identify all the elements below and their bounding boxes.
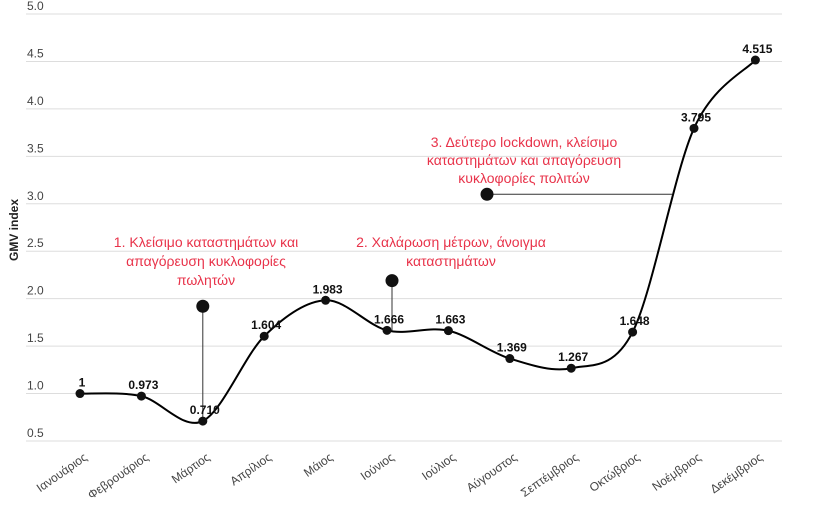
x-tick-label: Φεβρουάριος <box>85 450 151 502</box>
x-tick-label: Δεκέμβριος <box>708 450 766 496</box>
data-label: 1.369 <box>497 341 527 355</box>
data-point <box>505 354 515 364</box>
y-tick-label: 4.5 <box>27 46 44 60</box>
grid-lines <box>26 13 782 442</box>
data-point <box>689 123 699 133</box>
x-tick-label: Ιούνιος <box>358 450 397 483</box>
annotation-text: κυκλοφορίες πολιτών <box>458 170 589 186</box>
annotation-marker <box>196 299 210 313</box>
data-point <box>443 326 453 336</box>
x-tick-label: Μάρτιος <box>169 450 213 487</box>
data-point <box>628 327 638 337</box>
data-label: 1.666 <box>374 312 404 326</box>
y-tick-label: 2.0 <box>27 284 44 298</box>
y-tick-label: 1.5 <box>27 331 44 345</box>
data-label: 1.267 <box>558 350 588 364</box>
x-tick-label: Απρίλιος <box>227 450 274 488</box>
data-label: 3.795 <box>681 110 711 124</box>
y-tick-label: 1.0 <box>27 379 44 393</box>
x-tick-label: Μάιος <box>301 450 335 480</box>
y-tick-label: 4.0 <box>27 94 44 108</box>
annotation-text: πωλητών <box>177 272 235 288</box>
y-tick-label: 2.5 <box>27 236 44 250</box>
data-point <box>75 389 85 399</box>
data-point <box>259 331 269 341</box>
x-tick-label: Ιανουάριος <box>34 450 90 495</box>
annotation-text: απαγόρευση κυκλοφορίες <box>126 253 286 269</box>
x-tick-label: Ιούλιος <box>419 450 458 483</box>
data-label: 1.663 <box>435 313 465 327</box>
data-point <box>198 416 208 426</box>
x-tick-label: Νοέμβριος <box>649 450 703 494</box>
data-point <box>566 363 576 373</box>
annotation-text: καταστημάτων και απαγόρευση <box>427 152 621 168</box>
y-tick-label: 3.0 <box>27 189 44 203</box>
x-tick-label: Σεπτέμβριος <box>518 450 581 500</box>
data-labels: 1 0.973 0.710 1.604 1.983 1.666 1.663 1.369 1.26… <box>79 42 773 417</box>
y-tick-label: 0.5 <box>27 426 44 440</box>
data-label: 1.983 <box>313 282 343 296</box>
data-points <box>75 55 760 426</box>
annotation-text: καταστημάτων <box>406 253 496 269</box>
y-tick-labels: 5.0 4.5 4.0 3.5 3.0 2.5 2.0 1.5 1.0 0.5 <box>27 0 44 440</box>
y-tick-label: 3.5 <box>27 141 44 155</box>
data-label: 0.710 <box>190 403 220 417</box>
data-point <box>321 295 331 305</box>
data-point <box>136 391 146 401</box>
data-label: 1 <box>79 376 86 390</box>
data-point <box>382 325 392 335</box>
annotation-text: 3. Δεύτερο lockdown, κλείσιμο <box>431 134 618 150</box>
y-axis-label: GMV index <box>7 199 21 261</box>
data-label: 0.973 <box>128 378 158 392</box>
data-label: 4.515 <box>742 42 772 56</box>
y-tick-label: 5.0 <box>27 0 44 13</box>
annotation-text: 2. Χαλάρωση μέτρων, άνοιγμα <box>356 234 546 250</box>
annotation-marker <box>480 187 494 201</box>
data-label: 1.648 <box>620 314 650 328</box>
data-label: 1.604 <box>251 318 281 332</box>
data-point <box>750 55 760 65</box>
x-tick-label: Οκτώβριος <box>587 450 643 495</box>
x-tick-label: Αύγουστος <box>464 450 520 495</box>
annotation-marker <box>385 274 399 288</box>
annotations: 1. Κλείσιμο καταστημάτων και απαγόρευση κ… <box>114 134 672 422</box>
annotation-text: 1. Κλείσιμο καταστημάτων και <box>114 234 298 250</box>
